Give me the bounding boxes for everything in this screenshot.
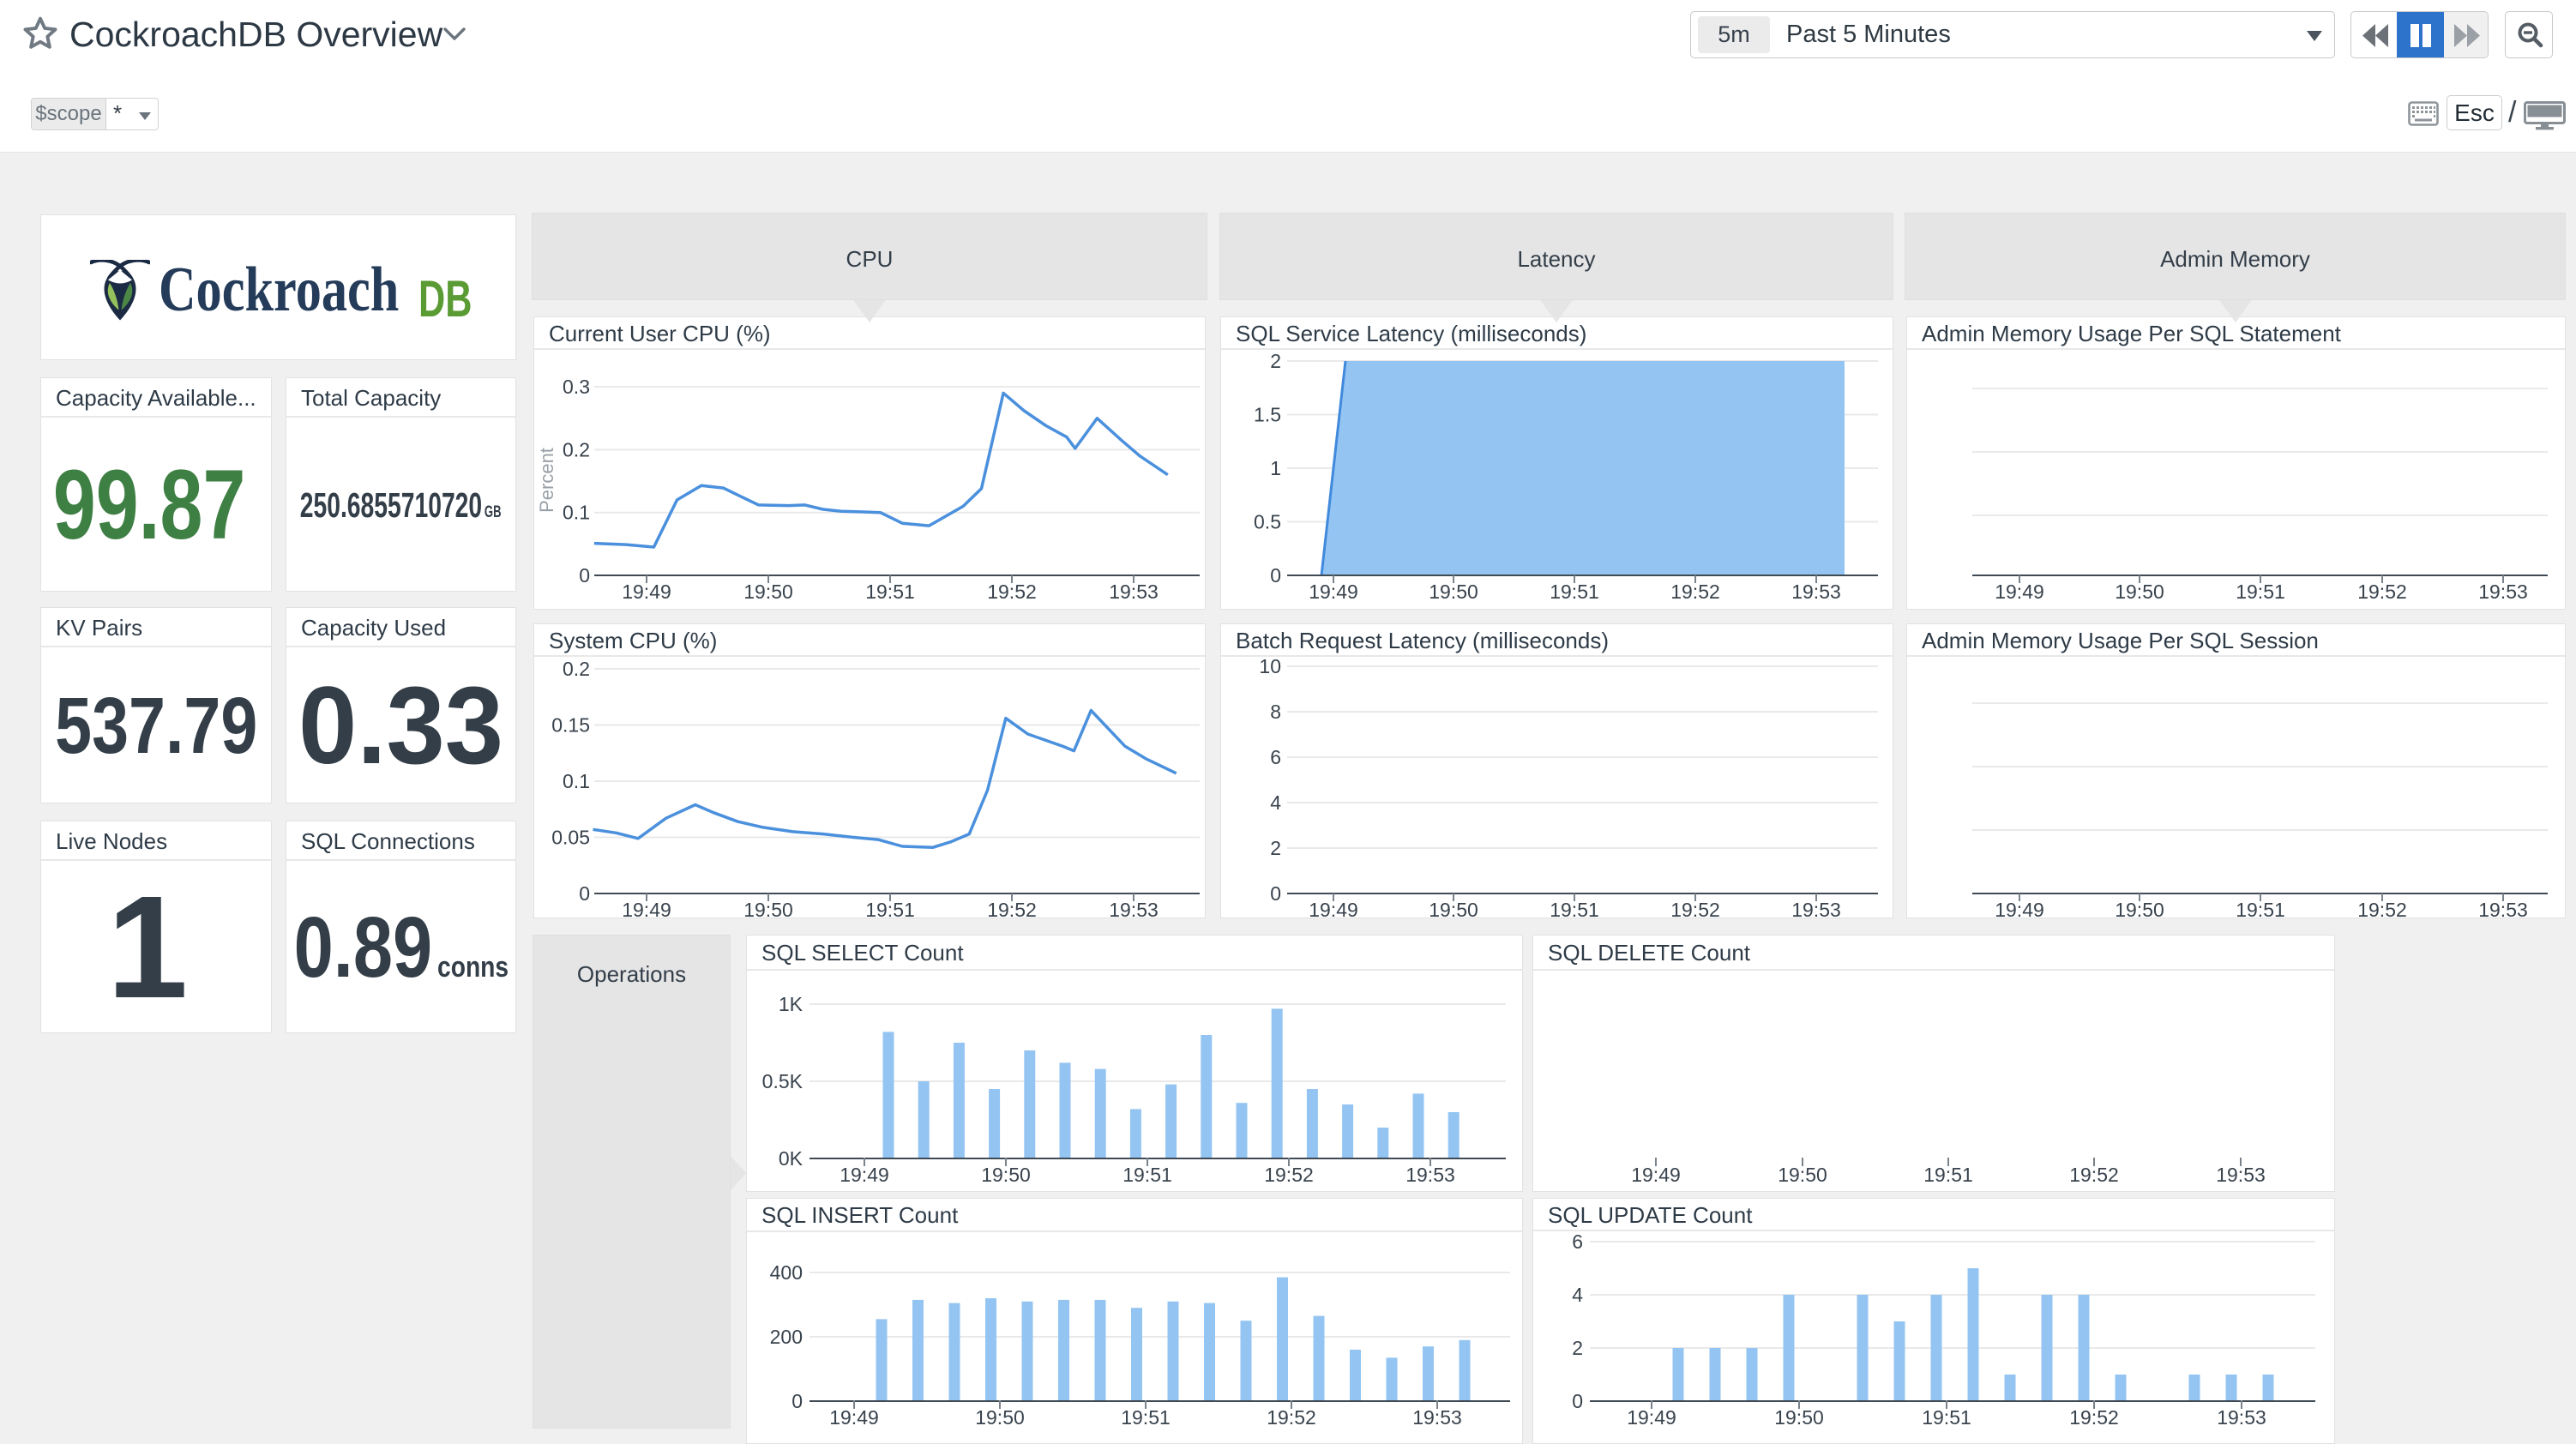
svg-text:10: 10 [1259, 657, 1281, 677]
svg-text:19:50: 19:50 [743, 899, 793, 919]
svg-text:19:50: 19:50 [975, 1406, 1025, 1429]
svg-text:19:50: 19:50 [981, 1164, 1031, 1186]
svg-text:19:49: 19:49 [622, 899, 671, 919]
svg-text:0.1: 0.1 [563, 502, 590, 524]
svg-text:0.05: 0.05 [551, 827, 590, 849]
svg-text:1.5: 1.5 [1254, 404, 1281, 426]
svg-text:1: 1 [1270, 457, 1281, 479]
svg-text:19:49: 19:49 [1309, 899, 1358, 919]
svg-text:19:50: 19:50 [743, 581, 793, 603]
svg-text:6: 6 [1270, 746, 1281, 768]
svg-text:0.15: 0.15 [551, 714, 590, 737]
svg-text:19:53: 19:53 [1405, 1164, 1455, 1186]
svg-text:19:50: 19:50 [2115, 899, 2164, 919]
svg-text:19:49: 19:49 [1995, 581, 2044, 603]
svg-text:200: 200 [770, 1326, 803, 1348]
svg-text:19:51: 19:51 [1922, 1406, 1971, 1429]
svg-text:19:51: 19:51 [865, 899, 915, 919]
svg-text:0.2: 0.2 [563, 438, 590, 460]
svg-text:2: 2 [1572, 1337, 1583, 1359]
svg-text:19:51: 19:51 [2236, 581, 2285, 603]
svg-text:19:51: 19:51 [1550, 899, 1599, 919]
svg-text:0.3: 0.3 [563, 376, 590, 398]
svg-text:19:50: 19:50 [1774, 1406, 1824, 1429]
svg-text:19:52: 19:52 [2357, 581, 2407, 603]
svg-text:0: 0 [1270, 882, 1281, 905]
svg-text:19:52: 19:52 [2357, 899, 2407, 919]
svg-text:19:52: 19:52 [1670, 581, 1720, 603]
svg-text:19:53: 19:53 [1791, 899, 1841, 919]
svg-text:0.1: 0.1 [563, 770, 590, 792]
svg-text:19:53: 19:53 [2478, 581, 2528, 603]
svg-text:1K: 1K [779, 993, 803, 1015]
svg-text:19:52: 19:52 [1264, 1164, 1314, 1186]
svg-text:19:50: 19:50 [1429, 581, 1478, 603]
svg-text:4: 4 [1270, 791, 1281, 814]
svg-text:19:52: 19:52 [1267, 1406, 1316, 1429]
svg-text:19:52: 19:52 [987, 899, 1037, 919]
svg-text:19:53: 19:53 [1791, 581, 1841, 603]
svg-text:2: 2 [1270, 350, 1281, 372]
svg-text:19:53: 19:53 [2216, 1164, 2266, 1186]
svg-text:19:53: 19:53 [2217, 1406, 2266, 1429]
svg-text:19:51: 19:51 [1923, 1164, 1973, 1186]
svg-text:19:51: 19:51 [2236, 899, 2285, 919]
svg-text:19:49: 19:49 [622, 581, 671, 603]
svg-text:19:52: 19:52 [2069, 1406, 2119, 1429]
svg-text:19:49: 19:49 [1627, 1406, 1676, 1429]
svg-text:Percent: Percent [536, 448, 557, 513]
svg-text:19:49: 19:49 [1309, 581, 1358, 603]
svg-text:19:51: 19:51 [865, 581, 915, 603]
svg-text:0: 0 [1572, 1390, 1583, 1412]
svg-text:19:52: 19:52 [2069, 1164, 2119, 1186]
svg-text:19:53: 19:53 [1109, 899, 1159, 919]
svg-text:19:53: 19:53 [1109, 581, 1159, 603]
svg-text:4: 4 [1572, 1284, 1583, 1306]
svg-text:0: 0 [579, 882, 590, 905]
svg-text:0.5K: 0.5K [762, 1070, 803, 1092]
svg-text:19:51: 19:51 [1550, 581, 1599, 603]
svg-text:19:49: 19:49 [829, 1406, 879, 1429]
svg-text:19:50: 19:50 [1429, 899, 1478, 919]
svg-text:19:49: 19:49 [840, 1164, 889, 1186]
svg-text:0.2: 0.2 [563, 658, 590, 680]
svg-text:8: 8 [1270, 701, 1281, 723]
svg-text:19:52: 19:52 [1670, 899, 1720, 919]
svg-text:19:50: 19:50 [1778, 1164, 1827, 1186]
svg-text:19:51: 19:51 [1121, 1406, 1171, 1429]
svg-text:0.5: 0.5 [1254, 511, 1281, 533]
svg-text:0: 0 [579, 564, 590, 587]
svg-text:19:52: 19:52 [987, 581, 1037, 603]
svg-text:2: 2 [1270, 837, 1281, 859]
svg-text:19:51: 19:51 [1122, 1164, 1172, 1186]
svg-text:0K: 0K [779, 1147, 803, 1170]
svg-text:19:53: 19:53 [1412, 1406, 1462, 1429]
svg-text:6: 6 [1572, 1231, 1583, 1253]
svg-text:19:50: 19:50 [2115, 581, 2164, 603]
svg-text:19:53: 19:53 [2478, 899, 2528, 919]
svg-text:19:49: 19:49 [1631, 1164, 1681, 1186]
svg-text:0: 0 [1270, 564, 1281, 587]
svg-text:400: 400 [770, 1261, 803, 1284]
svg-text:0: 0 [791, 1390, 803, 1412]
svg-text:19:49: 19:49 [1995, 899, 2044, 919]
